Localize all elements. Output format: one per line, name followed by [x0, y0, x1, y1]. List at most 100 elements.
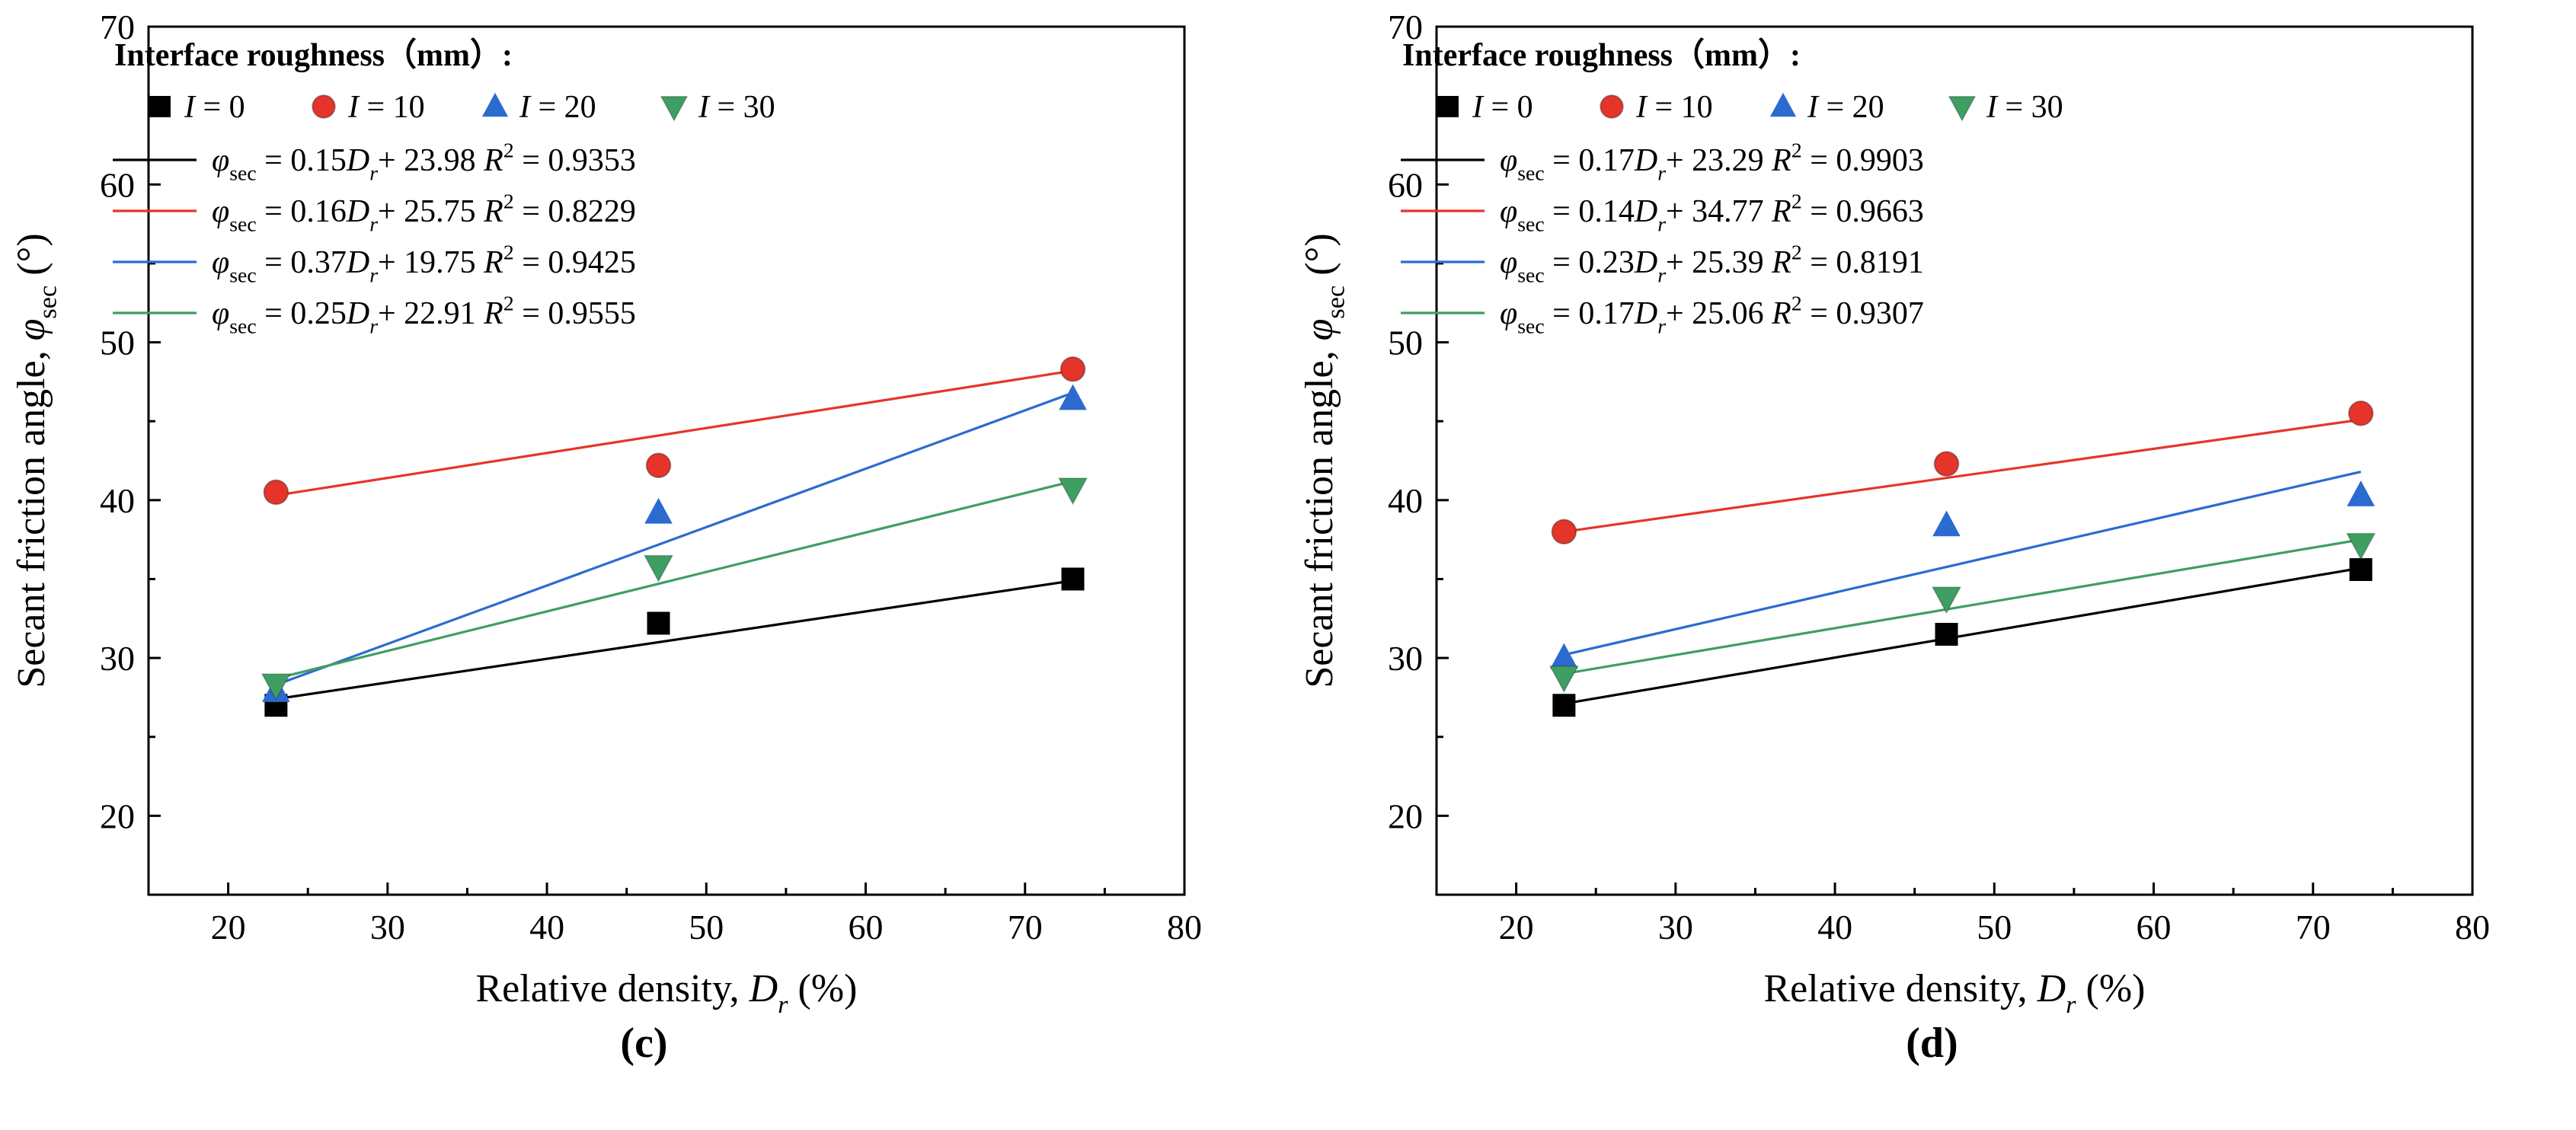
- data-point: [1551, 519, 1577, 545]
- legend-item-label: I = 30: [1986, 90, 2063, 125]
- panel-d-caption: (d): [1906, 1020, 1958, 1067]
- legend-marker-I-30: [660, 95, 689, 122]
- x-tick-label: 20: [1499, 908, 1534, 946]
- fit-line-I-30: [275, 480, 1073, 680]
- tick-labels: 20 30 40 50 60 70 80 20 30 40 50 60 70: [100, 8, 1202, 946]
- y-tick-label: 20: [1388, 796, 1423, 835]
- panel-c-caption: (c): [620, 1020, 668, 1067]
- x-tick-label: 30: [1658, 908, 1693, 946]
- series-I-10: [1551, 400, 2374, 545]
- legend-marker-I-0: [149, 96, 171, 117]
- data-point: [1933, 451, 1960, 477]
- data-point: [647, 611, 670, 635]
- legend: Interface roughness（mm）: I = 0 I = 10 I = 2…: [113, 37, 775, 338]
- x-axis-label: Relative density, Dr (%): [1764, 967, 2146, 1013]
- data-point: [645, 452, 672, 479]
- fit-line-I-30: [1564, 538, 2361, 675]
- series-I-0: [264, 567, 1085, 717]
- scatter-chart-d: 20 30 40 50 60 70 80 20 30 40 50 60 70 Relative densi…: [1298, 8, 2490, 1013]
- data-point: [1552, 694, 1576, 717]
- fit-line-I-0: [1564, 567, 2361, 705]
- legend-equation: φsec = 0.37Dr+ 19.75 R2 = 0.9425: [212, 240, 636, 286]
- data-point: [2347, 400, 2374, 426]
- data-point: [1059, 384, 1087, 410]
- x-tick-label: 50: [689, 908, 724, 946]
- y-tick-label: 60: [100, 165, 135, 204]
- data-point: [260, 673, 291, 701]
- fit-line-I-20: [1564, 470, 2361, 656]
- y-tick-label: 50: [100, 324, 135, 362]
- data-point: [2345, 532, 2376, 560]
- y-tick-label: 40: [100, 481, 135, 520]
- legend-equation: φsec = 0.17Dr+ 23.29 R2 = 0.9903: [1500, 138, 1924, 184]
- y-tick-label: 30: [1388, 639, 1423, 678]
- data-point: [1059, 356, 1086, 382]
- data-point: [1550, 643, 1578, 669]
- y-tick-label: 40: [1388, 481, 1423, 520]
- x-tick-label: 70: [1008, 908, 1043, 946]
- y-tick-label: 30: [100, 639, 135, 678]
- plot: 20 30 40 50 60 70 80 20 30 40 50 60 70 Relative densi…: [10, 8, 1202, 1013]
- legend-item-label: I = 0: [1472, 90, 1533, 125]
- legend: Interface roughness（mm）: I = 0 I = 10 I = 2…: [1401, 37, 2063, 338]
- legend-equation: φsec = 0.15Dr+ 23.98 R2 = 0.9353: [212, 138, 636, 184]
- series-I-30: [260, 477, 1088, 701]
- legend-marker-I-20: [1769, 92, 1797, 117]
- x-tick-label: 80: [1167, 908, 1202, 946]
- x-tick-label: 40: [1817, 908, 1852, 946]
- panel-d: 20 30 40 50 60 70 80 20 30 40 50 60 70 Relative densi…: [1288, 0, 2576, 1130]
- x-tick-label: 20: [211, 908, 246, 946]
- y-axis-label: Secant friction angle, φsec (°): [1298, 233, 1350, 688]
- fit-line-I-0: [276, 579, 1073, 701]
- legend-item-label: I = 20: [1807, 90, 1884, 125]
- x-tick-label: 30: [370, 908, 405, 946]
- data-point: [2349, 558, 2373, 582]
- axis-ticks: [149, 25, 1186, 895]
- data-point: [644, 497, 673, 524]
- legend-item-label: I = 10: [1635, 90, 1713, 125]
- axes-frame: [147, 25, 1186, 896]
- legend-item-label: I = 10: [347, 90, 425, 125]
- y-tick-label: 60: [1388, 165, 1423, 204]
- data-point: [1935, 623, 1958, 646]
- legend-title: Interface roughness（mm）:: [114, 37, 513, 73]
- legend-title: Interface roughness（mm）:: [1402, 37, 1801, 73]
- series-I-20: [1550, 480, 2375, 669]
- x-tick-label: 60: [2137, 908, 2172, 946]
- data-point: [1548, 665, 1579, 694]
- legend-equation: φsec = 0.23Dr+ 25.39 R2 = 0.8191: [1500, 240, 1924, 286]
- axes-frame: [1435, 25, 2474, 896]
- legend-marker-I-0: [1437, 96, 1459, 117]
- data-point: [1061, 567, 1085, 591]
- data-point: [263, 479, 289, 506]
- legend-equation: φsec = 0.14Dr+ 34.77 R2 = 0.9663: [1500, 189, 1924, 235]
- fit-line-I-10: [276, 369, 1073, 497]
- legend-equation: φsec = 0.16Dr+ 25.75 R2 = 0.8229: [212, 189, 636, 235]
- y-tick-label: 20: [100, 796, 135, 835]
- data-point: [643, 554, 674, 583]
- fit-line-I-20: [275, 391, 1074, 686]
- y-axis-label: Secant friction angle, φsec (°): [10, 233, 62, 688]
- legend-item-label: I = 30: [698, 90, 775, 125]
- scatter-chart-c: 20 30 40 50 60 70 80 20 30 40 50 60 70 Relative densi…: [10, 8, 1202, 1013]
- legend-item-label: I = 20: [519, 90, 596, 125]
- series-I-10: [263, 356, 1086, 506]
- legend-marker-I-20: [481, 92, 509, 117]
- x-tick-label: 80: [2455, 908, 2490, 946]
- fit-lines: [1564, 418, 2361, 705]
- legend-item-label: I = 0: [184, 90, 245, 125]
- data-point: [2347, 480, 2375, 506]
- panel-c: 20 30 40 50 60 70 80 20 30 40 50 60 70 Relative densi…: [10, 8, 1202, 1067]
- legend-marker-I-10: [312, 94, 336, 119]
- tick-labels: 20 30 40 50 60 70 80 20 30 40 50 60 70: [1388, 8, 2490, 946]
- y-tick-label: 70: [1388, 8, 1423, 46]
- x-tick-label: 40: [529, 908, 564, 946]
- fit-lines: [275, 369, 1074, 701]
- y-tick-label: 50: [1388, 324, 1423, 362]
- series-I-30: [1548, 532, 2376, 694]
- x-tick-label: 50: [1977, 908, 2012, 946]
- series-I-0: [1552, 558, 2373, 717]
- x-axis-label: Relative density, Dr (%): [476, 967, 858, 1013]
- legend-marker-I-30: [1948, 95, 1977, 122]
- x-tick-label: 60: [849, 908, 884, 946]
